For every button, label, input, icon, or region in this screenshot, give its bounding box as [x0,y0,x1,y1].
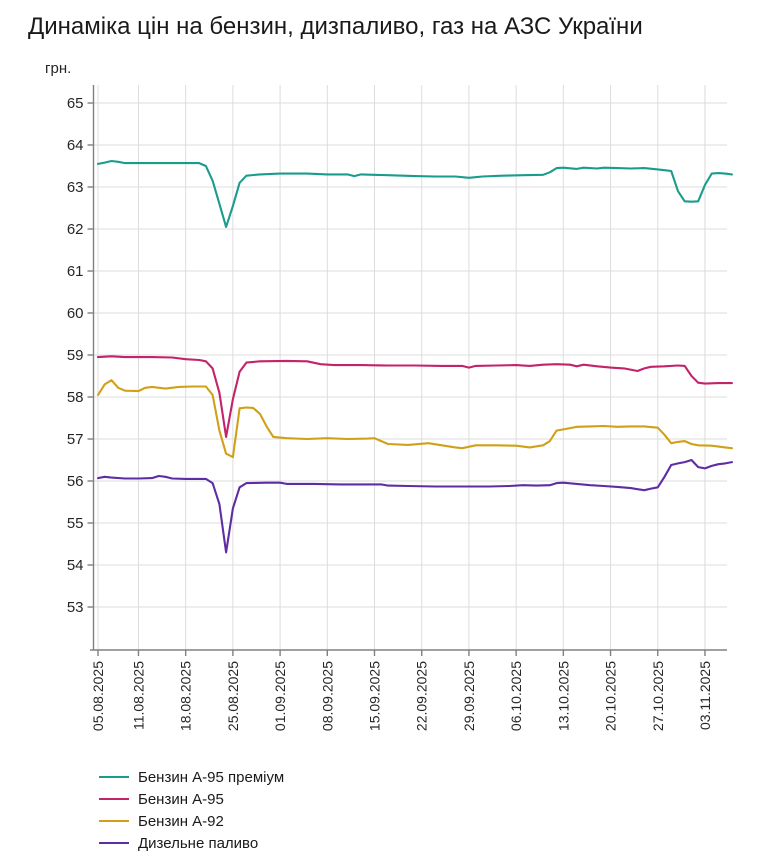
x-tick-labels: 05.08.2025 11.08.2025 18.08.2025 25.08.2025… [90,661,713,731]
legend-label: Бензин А-92 [138,812,224,830]
svg-text:05.08.2025: 05.08.2025 [90,661,106,731]
svg-text:60: 60 [67,305,84,322]
svg-text:58: 58 [67,389,84,406]
svg-text:01.09.2025: 01.09.2025 [272,661,288,731]
legend-label: Дизельне паливо [138,834,259,852]
svg-text:11.08.2025: 11.08.2025 [130,661,146,730]
svg-text:59: 59 [67,347,84,364]
svg-text:62: 62 [67,221,84,238]
legend-label: Бензин А-95 преміум [138,768,285,786]
svg-text:54: 54 [67,557,84,574]
legend: Бензин А-95 преміум Бензин А-95 Бензин А… [99,766,284,854]
svg-text:18.08.2025: 18.08.2025 [178,661,194,731]
price-line-chart: 53 54 55 56 57 58 59 60 61 62 63 64 65 05.08.2025 11.0… [67,85,733,731]
svg-text:63: 63 [67,179,84,196]
svg-text:65: 65 [67,95,84,112]
legend-label: Бензин А-95 [138,790,224,808]
gridlines [93,85,727,650]
svg-text:61: 61 [67,263,84,280]
svg-text:15.09.2025: 15.09.2025 [367,661,383,731]
svg-text:53: 53 [67,599,84,616]
series-line-dyzelne-palyvo [96,458,733,554]
legend-item-benzyn-a92: Бензин А-92 [99,810,284,832]
legend-swatch-dyzelne-palyvo [99,842,129,844]
svg-text:27.10.2025: 27.10.2025 [650,661,666,731]
legend-swatch-benzyn-a92 [99,820,129,822]
svg-text:56: 56 [67,473,84,490]
y-axis-unit-label: грн. [45,60,72,77]
chart-title: Динаміка цін на бензин, дизпаливо, газ н… [28,13,643,40]
legend-item-dyzelne-palyvo: Дизельне паливо [99,832,284,854]
y-tick-labels: 53 54 55 56 57 58 59 60 61 62 63 64 65 [67,95,84,616]
series-line-benzyn-a92 [96,379,733,459]
svg-text:20.10.2025: 20.10.2025 [603,661,619,731]
svg-text:57: 57 [67,431,84,448]
series-line-benzyn-a95 [96,355,733,438]
svg-text:64: 64 [67,137,84,154]
series-lines [96,159,733,554]
svg-text:25.08.2025: 25.08.2025 [225,661,241,731]
legend-swatch-benzyn-a95-premium [99,776,129,778]
svg-text:13.10.2025: 13.10.2025 [555,661,571,731]
legend-item-benzyn-a95-premium: Бензин А-95 преміум [99,766,284,788]
svg-text:29.09.2025: 29.09.2025 [461,661,477,731]
legend-item-benzyn-a95: Бензин А-95 [99,788,284,810]
svg-text:03.11.2025: 03.11.2025 [697,661,713,730]
svg-text:55: 55 [67,515,84,532]
axes [87,85,727,656]
svg-text:22.09.2025: 22.09.2025 [414,661,430,731]
svg-text:08.09.2025: 08.09.2025 [319,661,335,731]
legend-swatch-benzyn-a95 [99,798,129,800]
series-line-benzyn-a95-premium [96,159,733,228]
svg-text:06.10.2025: 06.10.2025 [508,661,524,731]
